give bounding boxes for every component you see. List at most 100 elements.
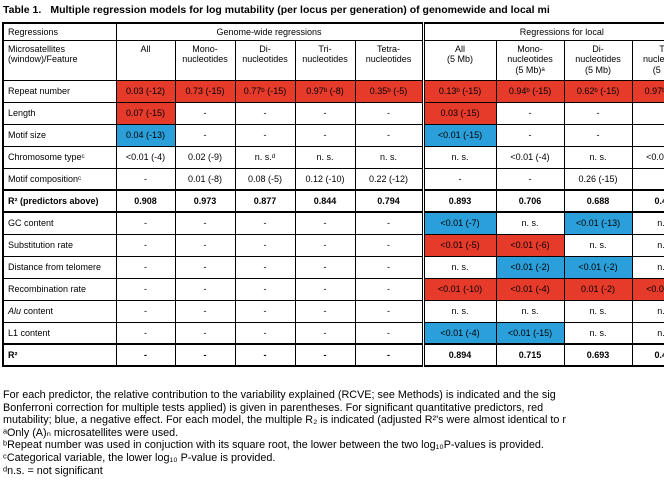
data-cell: - xyxy=(495,167,565,191)
data-cell: - xyxy=(294,299,356,323)
table-row: L1 content - - - - - <0.01 (-4) <0.01 (-15) n. s… xyxy=(2,321,664,345)
data-cell: <0.01 (-4) xyxy=(115,145,176,169)
data-cell: - xyxy=(234,123,296,147)
row-label: R² xyxy=(2,343,117,367)
data-cell: - xyxy=(115,211,176,235)
column-header: All (5 Mb) xyxy=(421,39,497,81)
data-cell: 0.97ᵇ (-15) xyxy=(631,79,664,103)
data-cell: - xyxy=(115,277,176,301)
group-header-genomewide: Genome-wide regressions xyxy=(115,22,424,41)
data-cell: 0.02 (-9) xyxy=(174,145,236,169)
data-cell: - xyxy=(631,123,664,147)
footnotes: For each predictor, the relative contrib… xyxy=(3,389,566,477)
data-cell: 0.13ᵇ (-15) xyxy=(421,79,497,103)
data-cell: <0.01 (-4) xyxy=(495,145,565,169)
table-row: Repeat number 0.03 (-12) 0.73 (-15) 0.77ᵇ (… xyxy=(2,79,664,103)
footnote-line: Bonferroni correction for multiple tests… xyxy=(3,401,544,414)
data-cell: n. s. xyxy=(631,299,664,323)
data-cell: n. s.ᵈ xyxy=(234,145,296,169)
data-cell: - xyxy=(354,233,424,257)
data-cell: - xyxy=(115,321,176,345)
data-cell: 0.442 xyxy=(631,189,664,213)
row-label: Repeat number xyxy=(2,79,117,103)
table-title: Table 1. Multiple regression models for l… xyxy=(3,4,550,16)
data-cell: - xyxy=(234,233,296,257)
data-cell: - xyxy=(354,211,424,235)
row-label: GC content xyxy=(2,211,117,235)
data-cell: 0.893 xyxy=(421,189,497,213)
data-cell: - xyxy=(563,123,633,147)
data-cell: - xyxy=(234,321,296,345)
data-cell: - xyxy=(354,277,424,301)
data-cell: 0.62ᵇ (-15) xyxy=(563,79,633,103)
data-cell: 0.844 xyxy=(294,189,356,213)
data-cell: - xyxy=(354,343,424,367)
data-cell: <0.01 (-2) xyxy=(631,145,664,169)
data-cell: 0.04 (-13) xyxy=(115,123,176,147)
data-cell: <0.01 (-2) xyxy=(495,255,565,279)
data-cell: n. s. xyxy=(631,211,664,235)
footnote-line: ᵈn.s. = not significant xyxy=(3,464,103,477)
data-cell: - xyxy=(294,277,356,301)
data-cell: - xyxy=(294,321,356,345)
data-cell: n. s. xyxy=(495,211,565,235)
data-cell: n. s. xyxy=(421,255,497,279)
row-label: R² (predictors above) xyxy=(2,189,117,213)
data-cell: 0.794 xyxy=(354,189,424,213)
row-label: Chromosome typeᶜ xyxy=(2,145,117,169)
data-cell: n. s. xyxy=(563,321,633,345)
data-cell: - xyxy=(294,255,356,279)
data-cell: 0.77ᵇ (-15) xyxy=(234,79,296,103)
data-cell: 0.73 (-15) xyxy=(174,79,236,103)
data-cell: - xyxy=(115,233,176,257)
data-cell: <0.01 (-15) xyxy=(495,321,565,345)
data-cell: 0.877 xyxy=(234,189,296,213)
table-row: Motif compositionᶜ -0.01 (-8) 0.08 (-5) 0.1… xyxy=(2,167,664,191)
row-label: Length xyxy=(2,101,117,125)
data-cell: 0.03 (-12) xyxy=(115,79,176,103)
data-cell: - xyxy=(631,101,664,125)
data-cell: 0.446 xyxy=(631,343,664,367)
table-row: Alu content-----n. s.n. s.n. s.n. s. xyxy=(2,299,664,323)
data-cell: 0.94ᵇ (-15) xyxy=(495,79,565,103)
footnote-line: ᶜCategorical variable, the lower log₁₀ P… xyxy=(3,451,276,464)
footnote-line: ᵇRepeat number was used in conjuction wi… xyxy=(3,439,544,452)
table-row: R² (predictors above) 0.908 0.973 0.877 0.84… xyxy=(2,189,664,213)
column-header: Di- nucleotides xyxy=(234,39,296,81)
data-cell: - xyxy=(354,101,424,125)
data-cell: n. s. xyxy=(421,145,497,169)
row-label: Alu content xyxy=(2,299,117,323)
footnote-line: ᵃOnly (A)ₙ microsatellites were used. xyxy=(3,426,179,439)
data-cell: 0.08 (-5) xyxy=(234,167,296,191)
data-cell: - xyxy=(294,123,356,147)
column-header: Tetra- nucleotides xyxy=(354,39,424,81)
data-cell: - xyxy=(354,123,424,147)
data-cell: - xyxy=(115,299,176,323)
data-cell: - xyxy=(174,101,236,125)
footnote-line: mutability; blue, a negative effect. For… xyxy=(3,414,566,427)
column-header: Tri- nucleotides xyxy=(294,39,356,81)
data-cell: - xyxy=(294,233,356,257)
data-cell: - xyxy=(234,343,296,367)
data-cell: n. s. xyxy=(563,233,633,257)
regression-table: Regressions Genome-wide regressions Regres… xyxy=(2,22,664,367)
row-label: Motif size xyxy=(2,123,117,147)
data-cell: n. s. xyxy=(631,255,664,279)
data-cell: n. s. xyxy=(631,321,664,345)
data-cell: 0.973 xyxy=(174,189,236,213)
data-cell: 0.894 xyxy=(421,343,497,367)
data-cell: - xyxy=(354,299,424,323)
data-cell: - xyxy=(174,233,236,257)
data-cell: - xyxy=(563,101,633,125)
data-cell: n. s. xyxy=(294,145,356,169)
data-cell: <0.01 (-5) xyxy=(421,233,497,257)
data-cell: 0.35ᵇ (-5) xyxy=(354,79,424,103)
table-row: Chromosome typeᶜ <0.01 (-4) 0.02 (-9) n. s.… xyxy=(2,145,664,169)
data-cell: 0.07 (-15) xyxy=(115,101,176,125)
data-cell: n. s. xyxy=(495,299,565,323)
data-cell: <0.01 (-6) xyxy=(495,233,565,257)
table-number: Table 1. xyxy=(3,4,42,16)
data-cell: - xyxy=(174,277,236,301)
